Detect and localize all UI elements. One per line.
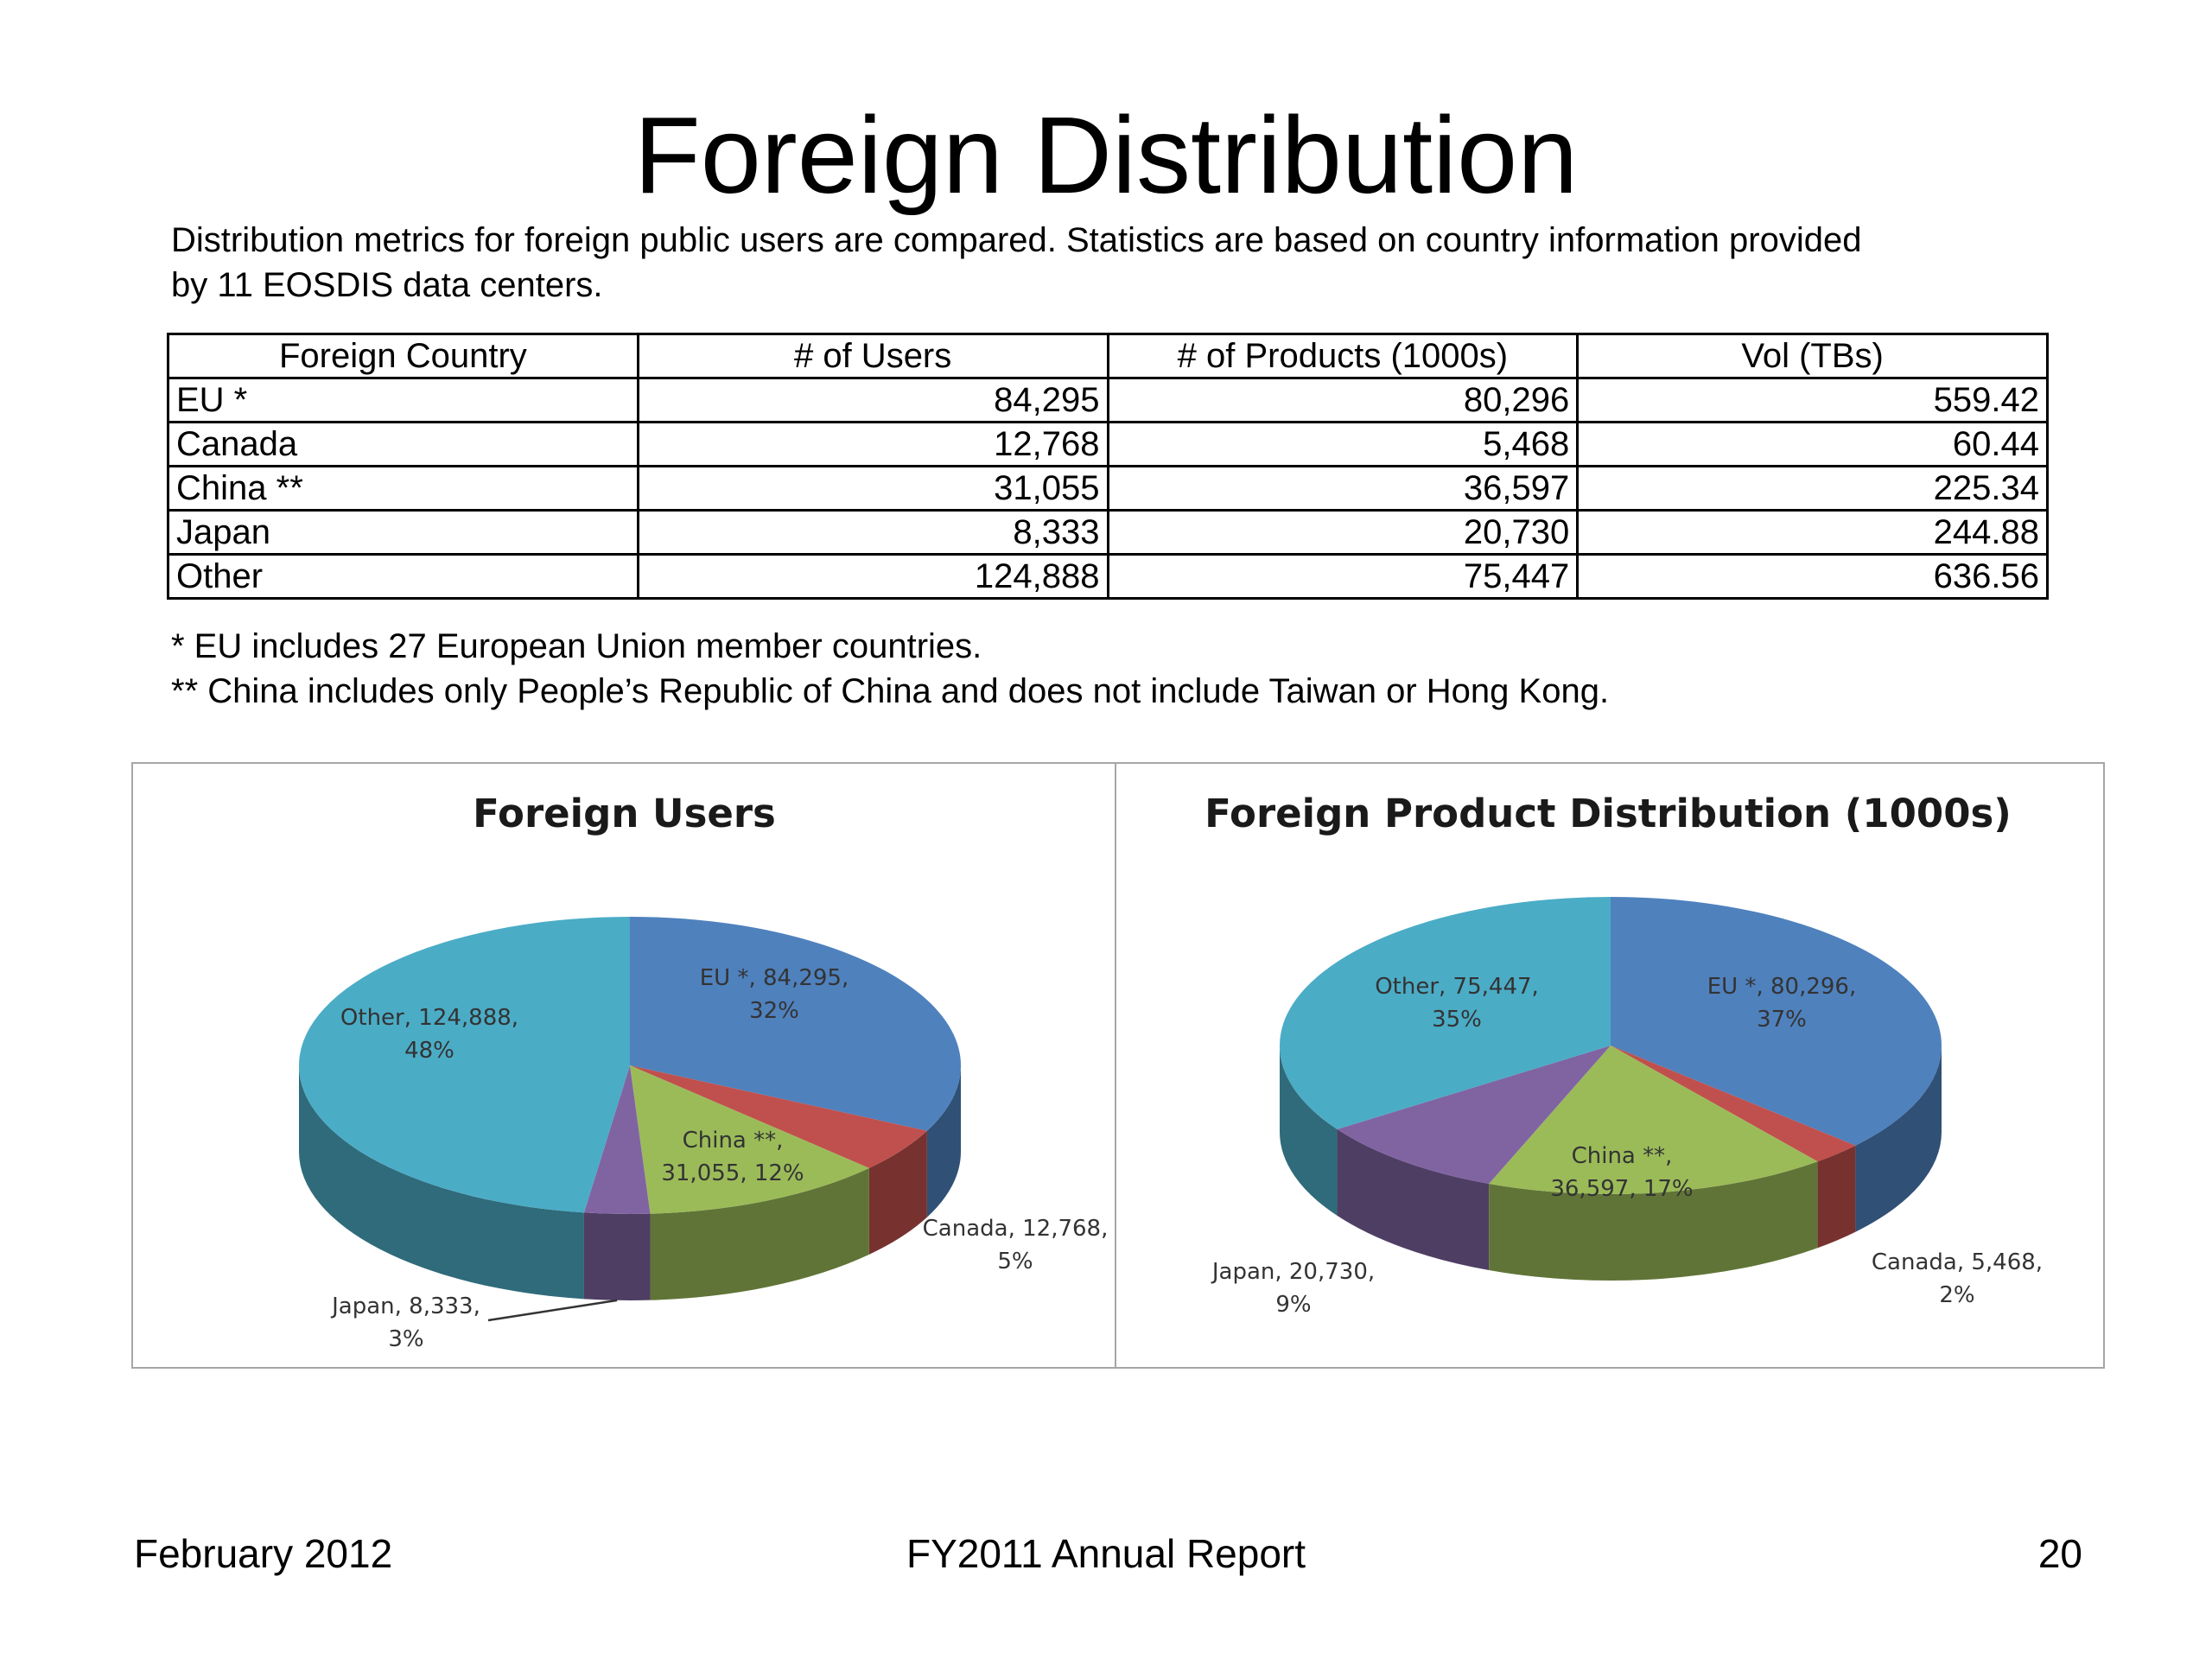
pie-slice-eu [630, 917, 961, 1131]
table-row: Canada 12,768 5,468 60.44 [167, 421, 2049, 467]
pie-slice-japan [583, 1065, 651, 1214]
footnote-eu: * EU includes 27 European Union member c… [171, 627, 982, 665]
cell-users: 84,295 [636, 377, 1109, 423]
data-label-canada: Canada, 12,768, 5% [923, 1216, 1109, 1274]
header-volume: Vol (TBs) [1576, 333, 2049, 379]
pie-side-canada [1817, 1145, 1856, 1249]
cell-volume: 244.88 [1576, 509, 2049, 556]
cell-volume: 636.56 [1576, 553, 2049, 600]
pie-slice-canada [1611, 1046, 1856, 1162]
pie-slice-canada [630, 1065, 927, 1168]
data-label-china: China **, 36,597, 17% [1550, 1143, 1693, 1202]
intro-line-1: Distribution metrics for foreign public … [171, 221, 1862, 259]
cell-users: 8,333 [636, 509, 1109, 556]
chart-divider [1115, 762, 1116, 1367]
data-label-japan: Japan, 20,730, 9% [1211, 1259, 1375, 1318]
cell-products: 80,296 [1106, 377, 1580, 423]
table-row: Japan 8,333 20,730 244.88 [167, 509, 2049, 556]
pie-slice-other [299, 917, 630, 1213]
table-row: Other 124,888 75,447 636.56 [167, 553, 2049, 600]
cell-products: 20,730 [1106, 509, 1580, 556]
footer-page-number: 20 [2037, 1531, 2082, 1576]
cell-products: 36,597 [1106, 465, 1580, 512]
cell-country: Canada [167, 421, 639, 467]
pie-side-china [650, 1167, 869, 1300]
data-label-eu: EU *, 84,295, 32% [700, 965, 849, 1024]
pie-slice-china [630, 1065, 869, 1214]
cell-products: 75,447 [1106, 553, 1580, 600]
cell-users: 12,768 [636, 421, 1109, 467]
pie-slice-japan [1337, 1046, 1611, 1184]
table-row: EU * 84,295 80,296 559.42 [167, 377, 2049, 423]
distribution-table: Foreign Country # of Users # of Products… [167, 333, 2049, 600]
pie-side-eu [1855, 1046, 1942, 1232]
pie-slice-eu [1611, 897, 1942, 1146]
intro-line-2: by 11 EOSDIS data centers. [171, 266, 603, 304]
header-products: # of Products (1000s) [1106, 333, 1580, 379]
pie-chart-1: EU *, 84,295, 32% Canada, 12,768, 5% China *… [299, 917, 1108, 1352]
leader-line-japan [487, 1299, 618, 1322]
table-row: China ** 31,055 36,597 225.34 [167, 465, 2049, 512]
data-label-eu: EU *, 80,296, 37% [1707, 974, 1857, 1033]
footer-report-name: FY2011 Annual Report [906, 1531, 1306, 1576]
pie-side-other [299, 1065, 584, 1300]
cell-country: China ** [167, 465, 639, 512]
chart-title-foreign-products: Foreign Product Distribution (1000s) [1205, 791, 2012, 836]
data-label-japan: Japan, 8,333, 3% [330, 1294, 480, 1352]
pie-slice-other [1279, 897, 1611, 1129]
cell-country: Other [167, 553, 639, 600]
data-label-other: Other, 75,447, 35% [1375, 974, 1539, 1033]
cell-volume: 225.34 [1576, 465, 2049, 512]
pie-side-eu [926, 1065, 961, 1217]
chart-title-foreign-users: Foreign Users [473, 791, 776, 836]
pie-side-japan [1337, 1128, 1490, 1270]
slide-title: Foreign Distribution [633, 94, 1579, 216]
footnote-china: ** China includes only People’s Republic… [171, 672, 1610, 710]
cell-volume: 60.44 [1576, 421, 2049, 467]
cell-country: Japan [167, 509, 639, 556]
pie-side-china [1489, 1161, 1818, 1281]
pie-side-other [1280, 1046, 1338, 1216]
pie-slice-china [1489, 1046, 1818, 1194]
data-label-china: China **, 31,055, 12% [661, 1128, 804, 1186]
cell-products: 5,468 [1106, 421, 1580, 467]
cell-users: 31,055 [636, 465, 1109, 512]
data-label-canada: Canada, 5,468, 2% [1872, 1249, 2043, 1308]
pie-side-japan [583, 1212, 651, 1300]
cell-volume: 559.42 [1576, 377, 2049, 423]
header-foreign-country: Foreign Country [167, 333, 639, 379]
data-label-other: Other, 124,888, 48% [340, 1005, 518, 1064]
footer-date: February 2012 [134, 1531, 393, 1576]
pie-chart-2: EU *, 80,296, 37% Canada, 5,468, 2% China **… [1211, 897, 2043, 1318]
cell-country: EU * [167, 377, 639, 423]
cell-users: 124,888 [636, 553, 1109, 600]
table-header-row: Foreign Country # of Users # of Products… [167, 333, 2049, 379]
intro-text: Distribution metrics for foreign public … [171, 218, 2072, 308]
header-users: # of Users [636, 333, 1109, 379]
pie-side-canada [868, 1130, 927, 1255]
